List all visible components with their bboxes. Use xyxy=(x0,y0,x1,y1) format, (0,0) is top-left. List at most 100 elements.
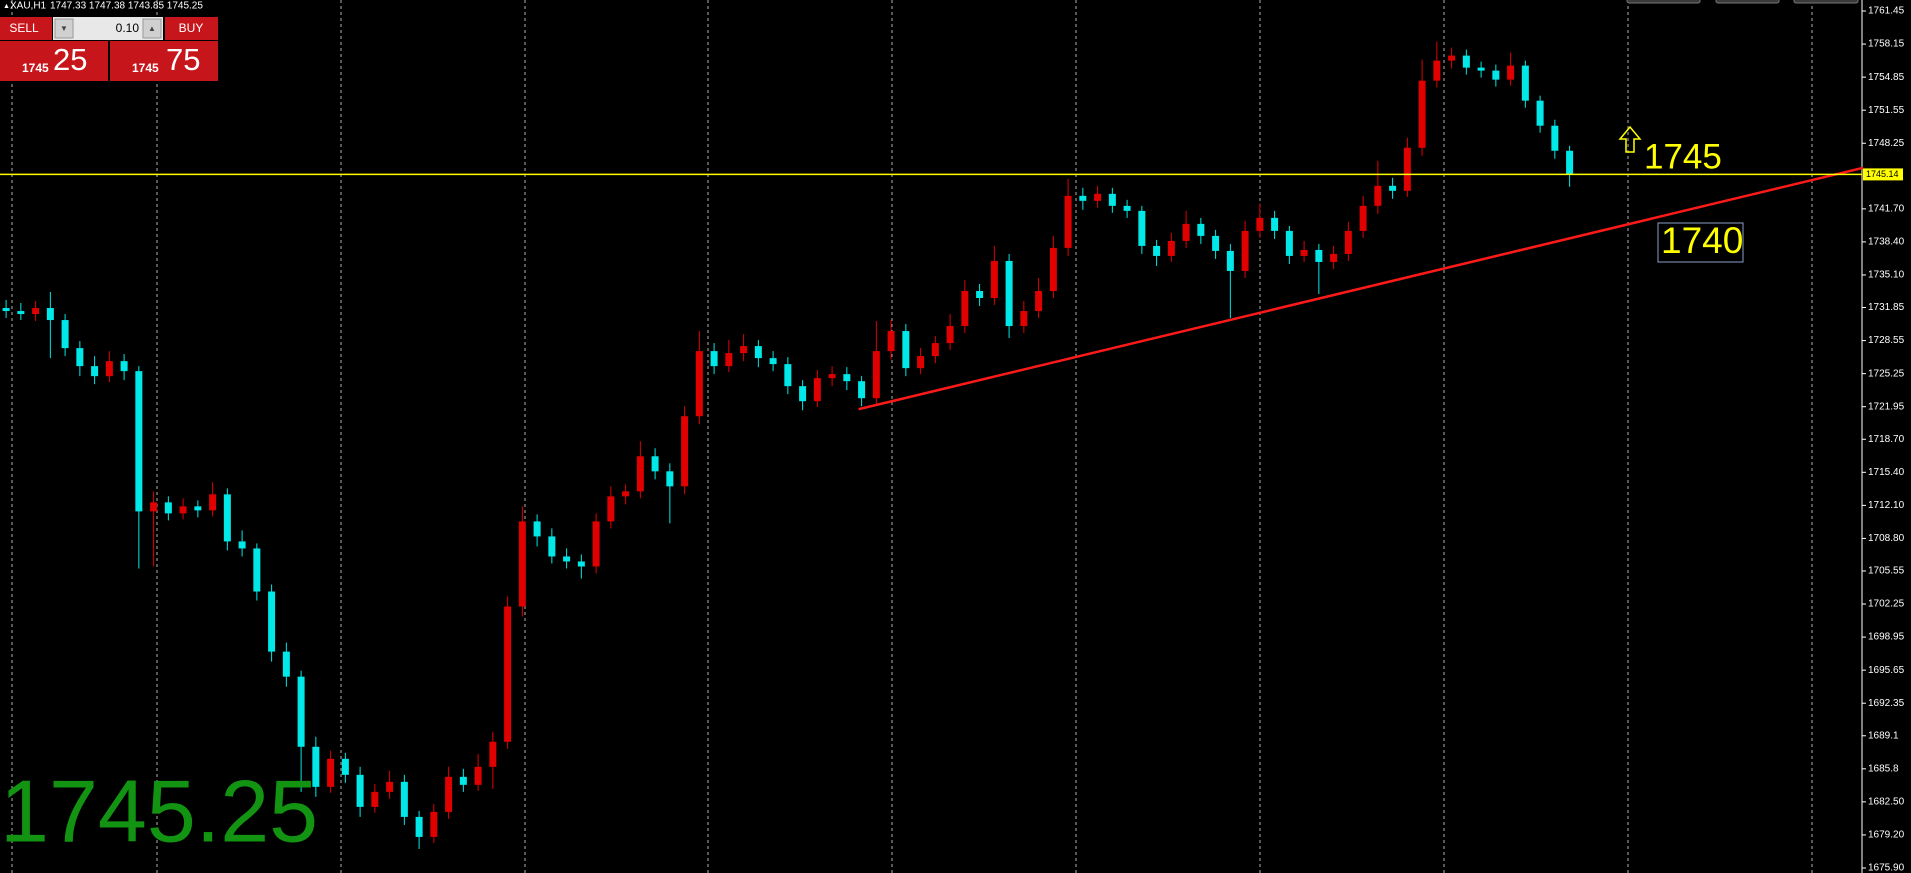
candle-body xyxy=(1138,210,1146,246)
candle-body xyxy=(1433,60,1441,81)
candle-body xyxy=(622,491,630,497)
y-tick-label: 1754.85 xyxy=(1868,72,1905,83)
lot-field[interactable] xyxy=(53,17,163,40)
top-buttons xyxy=(1626,0,1859,4)
y-tick-label: 1675.90 xyxy=(1868,863,1905,873)
y-tick-label: 1748.25 xyxy=(1868,138,1905,149)
candle-body xyxy=(666,471,674,487)
y-tick-label: 1738.40 xyxy=(1868,237,1905,248)
ask-prefix[interactable]: 1745 xyxy=(132,61,159,75)
y-tick-label: 1741.70 xyxy=(1868,203,1905,214)
candle-body xyxy=(1035,291,1043,312)
candle-body xyxy=(415,816,423,837)
y-tick-label: 1705.55 xyxy=(1868,566,1905,577)
y-tick-label: 1692.35 xyxy=(1868,698,1905,709)
trendline xyxy=(858,166,1864,411)
candle-body xyxy=(872,351,880,399)
lot-increase[interactable] xyxy=(142,18,162,39)
y-tick-label: 1708.80 xyxy=(1868,533,1905,544)
candle-body xyxy=(504,606,512,742)
candle-body xyxy=(1167,240,1175,256)
candle-body xyxy=(1521,65,1529,101)
candle-body xyxy=(976,291,984,299)
bid-pips[interactable]: 25 xyxy=(53,42,87,77)
candle-body xyxy=(887,331,895,352)
candle-body xyxy=(489,741,497,767)
candle-body xyxy=(32,308,40,315)
candle-body xyxy=(1123,205,1131,211)
candle-body xyxy=(1197,223,1205,236)
header-quote: 1747.33 1747.38 1743.85 1745.25 xyxy=(50,1,203,12)
candle-body xyxy=(1241,230,1249,271)
candle-body xyxy=(120,361,128,372)
y-tick-label: 1731.85 xyxy=(1868,302,1905,313)
candle-body xyxy=(1182,223,1190,241)
candle-body xyxy=(312,746,320,787)
sell-button[interactable] xyxy=(0,17,52,40)
buy-button[interactable] xyxy=(165,17,218,40)
y-tick-label: 1751.55 xyxy=(1868,105,1905,116)
y-tick-label: 1718.70 xyxy=(1868,434,1905,445)
lot-decrease[interactable] xyxy=(54,18,74,39)
sell-label[interactable]: SELL xyxy=(9,21,39,35)
y-tick-label: 1679.20 xyxy=(1868,830,1905,841)
price-line-tag xyxy=(1863,168,1903,181)
candle-body xyxy=(725,353,733,367)
candle-body xyxy=(1566,150,1574,175)
candle-body xyxy=(548,536,556,557)
candle-body xyxy=(843,374,851,382)
bid-prefix[interactable]: 1745 xyxy=(22,61,49,75)
candle-body xyxy=(592,521,600,567)
candle-body xyxy=(1020,311,1028,327)
time-separators xyxy=(11,0,1813,873)
y-tick-label: 1689.1 xyxy=(1868,730,1899,741)
candle-body xyxy=(430,811,438,837)
candle-body xyxy=(341,758,349,775)
support-box xyxy=(1657,222,1744,263)
candle-body xyxy=(1374,185,1382,206)
candle-body xyxy=(1477,67,1485,71)
lot-decrease-icon[interactable]: ▼ xyxy=(60,24,68,33)
candle-body xyxy=(1064,195,1072,248)
candle-body xyxy=(1359,205,1367,231)
lot-value[interactable]: 0.10 xyxy=(116,21,140,35)
candle-body xyxy=(1285,230,1293,256)
last-price-big: 1745.25 xyxy=(0,761,318,860)
candle-body xyxy=(1403,147,1411,191)
up-arrow xyxy=(1618,125,1642,153)
price-line-label: 1745.14 xyxy=(1866,169,1899,179)
lot-increase-icon[interactable]: ▲ xyxy=(148,24,156,33)
candle-body xyxy=(17,311,25,315)
candle-body xyxy=(1108,193,1116,206)
y-tick-label: 1698.95 xyxy=(1868,632,1905,643)
candle-body xyxy=(76,348,84,367)
candle-body xyxy=(563,556,571,562)
candle-body xyxy=(1212,235,1220,251)
candle-body xyxy=(105,361,113,377)
candle-body xyxy=(1448,55,1456,61)
candle-body xyxy=(931,343,939,357)
candle-body xyxy=(946,326,954,344)
candle-body xyxy=(1300,249,1308,256)
candle-body xyxy=(238,541,246,549)
candle-body xyxy=(194,506,202,511)
candle-body xyxy=(1344,230,1352,254)
y-tick-label: 1715.40 xyxy=(1868,467,1905,478)
candle-body xyxy=(459,776,467,785)
candle-body xyxy=(2,308,10,312)
bid-box[interactable] xyxy=(0,41,108,81)
candle-body xyxy=(1389,185,1397,191)
candle-body xyxy=(1049,247,1057,291)
candle-body xyxy=(695,351,703,417)
candle-body xyxy=(1153,245,1161,256)
candle-body xyxy=(828,374,836,379)
ask-pips[interactable]: 75 xyxy=(166,42,200,77)
y-tick-label: 1758.15 xyxy=(1868,39,1905,50)
buy-label[interactable]: BUY xyxy=(179,21,204,35)
candle-body xyxy=(179,506,187,514)
candle-body xyxy=(61,320,69,349)
candle-body xyxy=(474,766,482,785)
ask-box[interactable] xyxy=(110,41,218,81)
resistance-label: 1745 xyxy=(1644,137,1722,176)
